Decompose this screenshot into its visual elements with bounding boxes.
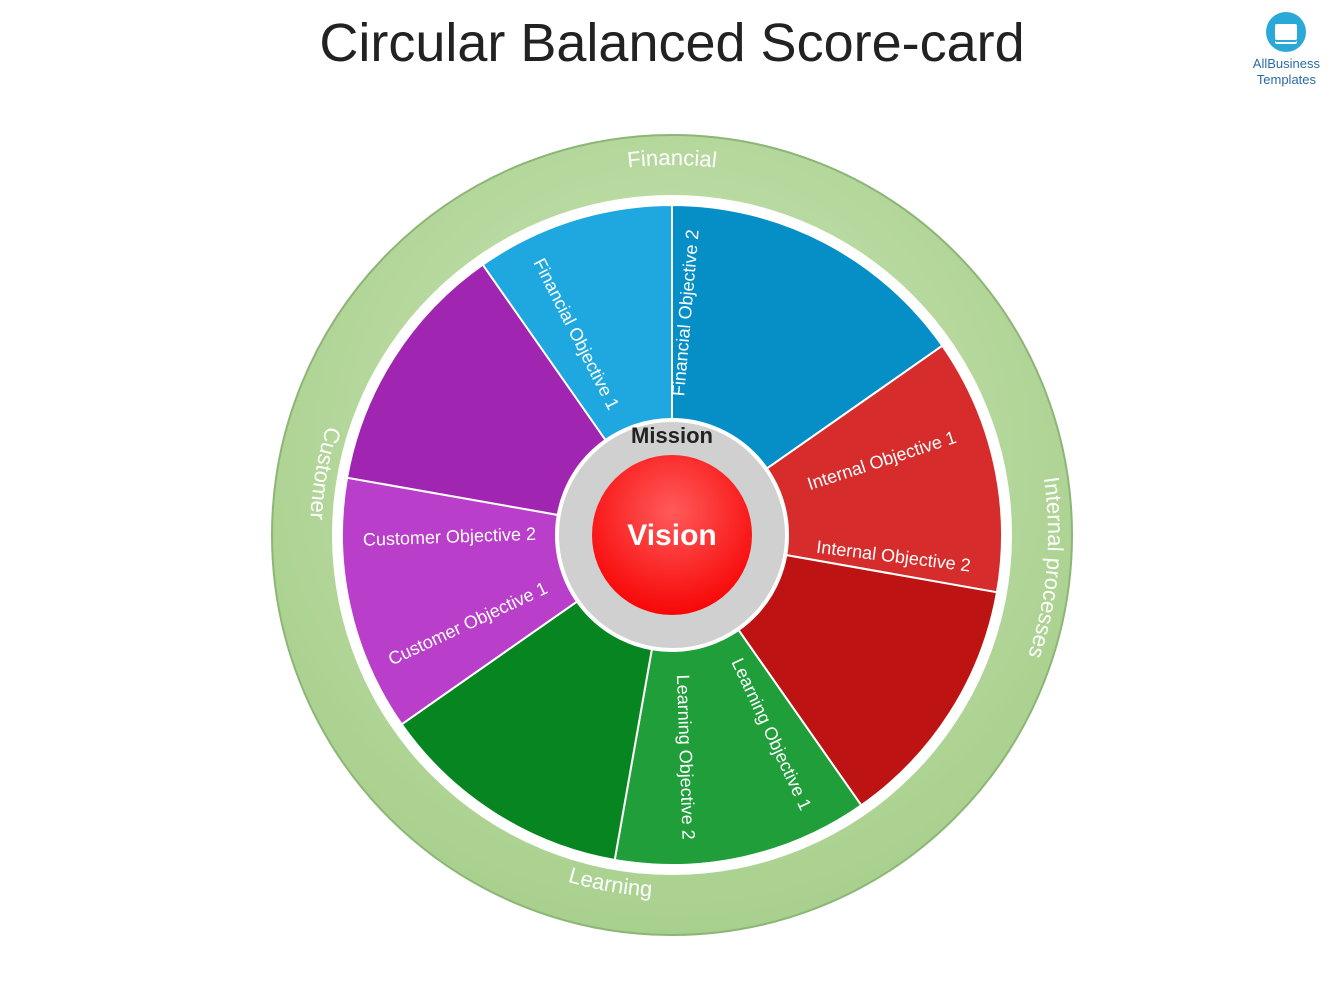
laptop-icon	[1266, 12, 1306, 52]
brand-logo: AllBusiness Templates	[1253, 12, 1320, 87]
scorecard-diagram: MissionVisionFinancialInternal processes…	[262, 95, 1082, 975]
page-title: Circular Balanced Score-card	[0, 12, 1344, 74]
brand-line1: AllBusiness	[1253, 56, 1320, 72]
mission-label: Mission	[631, 423, 713, 448]
brand-line2: Templates	[1253, 72, 1320, 88]
vision-label: Vision	[627, 519, 716, 552]
